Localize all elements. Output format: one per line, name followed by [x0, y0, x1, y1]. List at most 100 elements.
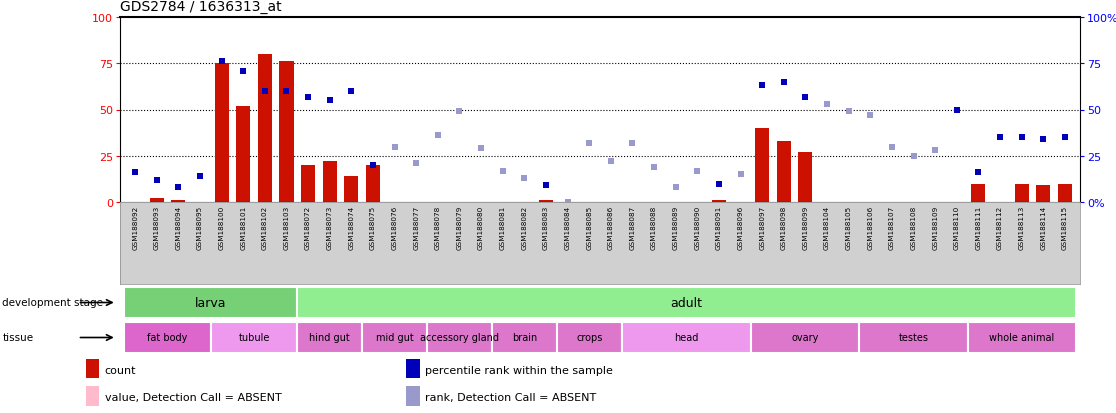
Text: tubule: tubule	[239, 333, 270, 343]
Text: GSM188094: GSM188094	[175, 205, 182, 249]
Text: GSM188084: GSM188084	[565, 205, 570, 249]
Bar	[622, 322, 751, 354]
Text: hind gut: hind gut	[309, 333, 350, 343]
Text: GSM188096: GSM188096	[738, 205, 743, 249]
Text: GSM188112: GSM188112	[997, 205, 1003, 249]
Text: GSM188093: GSM188093	[154, 205, 160, 249]
Bar	[1058, 184, 1071, 202]
Text: crops: crops	[576, 333, 603, 343]
Bar	[492, 322, 557, 354]
Bar	[258, 55, 272, 202]
Bar	[968, 322, 1076, 354]
Bar	[798, 153, 812, 202]
Text: GSM188072: GSM188072	[305, 205, 311, 249]
Text: GSM188088: GSM188088	[651, 205, 657, 249]
Text: GSM188090: GSM188090	[694, 205, 701, 249]
Text: GSM188103: GSM188103	[283, 205, 289, 249]
Bar	[1014, 184, 1029, 202]
Bar	[363, 322, 427, 354]
Text: GSM188109: GSM188109	[932, 205, 939, 249]
Bar	[751, 322, 859, 354]
Text: whole animal: whole animal	[989, 333, 1055, 343]
Bar	[406, 386, 420, 406]
Bar	[86, 386, 99, 406]
Bar	[172, 201, 185, 202]
Text: GSM188110: GSM188110	[954, 205, 960, 249]
Bar	[427, 322, 492, 354]
Text: GSM188114: GSM188114	[1040, 205, 1046, 249]
Bar	[301, 166, 315, 202]
Bar	[124, 287, 297, 318]
Text: GSM188091: GSM188091	[716, 205, 722, 249]
Text: GSM188104: GSM188104	[824, 205, 830, 249]
Text: GSM188087: GSM188087	[629, 205, 635, 249]
Bar	[557, 322, 622, 354]
Text: GSM188086: GSM188086	[608, 205, 614, 249]
Text: brain: brain	[512, 333, 537, 343]
Bar	[406, 359, 420, 378]
Bar	[211, 322, 297, 354]
Bar	[971, 184, 985, 202]
Text: GSM188089: GSM188089	[673, 205, 679, 249]
Text: ovary: ovary	[791, 333, 819, 343]
Text: GSM188079: GSM188079	[456, 205, 462, 249]
Text: GSM188076: GSM188076	[392, 205, 397, 249]
Text: GDS2784 / 1636313_at: GDS2784 / 1636313_at	[121, 0, 281, 14]
Bar	[297, 287, 1076, 318]
Text: mid gut: mid gut	[376, 333, 413, 343]
Bar	[150, 199, 164, 202]
Text: GSM188078: GSM188078	[435, 205, 441, 249]
Text: GSM188082: GSM188082	[521, 205, 528, 249]
Text: GSM188105: GSM188105	[846, 205, 852, 249]
Bar	[345, 177, 358, 202]
Text: head: head	[674, 333, 699, 343]
Bar	[366, 166, 381, 202]
Text: GSM188115: GSM188115	[1061, 205, 1068, 249]
Bar	[712, 201, 725, 202]
Text: GSM188095: GSM188095	[198, 205, 203, 249]
Text: larva: larva	[195, 296, 227, 309]
Bar	[323, 162, 337, 202]
Bar	[777, 142, 791, 202]
Bar	[279, 62, 294, 202]
Text: accessory gland: accessory gland	[420, 333, 499, 343]
Text: GSM188100: GSM188100	[219, 205, 224, 249]
Bar	[297, 322, 363, 354]
Text: GSM188085: GSM188085	[586, 205, 593, 249]
Text: percentile rank within the sample: percentile rank within the sample	[425, 365, 613, 375]
Text: GSM188107: GSM188107	[888, 205, 895, 249]
Text: GSM188083: GSM188083	[543, 205, 549, 249]
Text: tissue: tissue	[2, 333, 33, 343]
Text: GSM188102: GSM188102	[262, 205, 268, 249]
Text: GSM188074: GSM188074	[348, 205, 355, 249]
Text: GSM188111: GSM188111	[975, 205, 981, 249]
Text: GSM188108: GSM188108	[911, 205, 916, 249]
Text: fat body: fat body	[147, 333, 187, 343]
Text: GSM188092: GSM188092	[132, 205, 138, 249]
Bar	[756, 129, 769, 202]
Text: GSM188081: GSM188081	[500, 205, 506, 249]
Text: GSM188101: GSM188101	[240, 205, 247, 249]
Bar	[1037, 186, 1050, 202]
Bar	[237, 107, 250, 202]
Text: testes: testes	[898, 333, 929, 343]
Text: GSM188075: GSM188075	[371, 205, 376, 249]
Text: value, Detection Call = ABSENT: value, Detection Call = ABSENT	[105, 392, 281, 402]
Bar	[539, 201, 552, 202]
Text: GSM188097: GSM188097	[759, 205, 766, 249]
Text: GSM188077: GSM188077	[413, 205, 420, 249]
Text: GSM188080: GSM188080	[478, 205, 484, 249]
Text: rank, Detection Call = ABSENT: rank, Detection Call = ABSENT	[425, 392, 596, 402]
Bar	[859, 322, 968, 354]
Text: GSM188099: GSM188099	[802, 205, 808, 249]
Bar	[86, 359, 99, 378]
Text: development stage: development stage	[2, 298, 104, 308]
Text: GSM188073: GSM188073	[327, 205, 333, 249]
Bar	[214, 64, 229, 202]
Text: count: count	[105, 365, 136, 375]
Bar	[124, 322, 211, 354]
Text: GSM188098: GSM188098	[781, 205, 787, 249]
Text: GSM188106: GSM188106	[867, 205, 874, 249]
Text: GSM188113: GSM188113	[1019, 205, 1024, 249]
Text: adult: adult	[671, 296, 702, 309]
